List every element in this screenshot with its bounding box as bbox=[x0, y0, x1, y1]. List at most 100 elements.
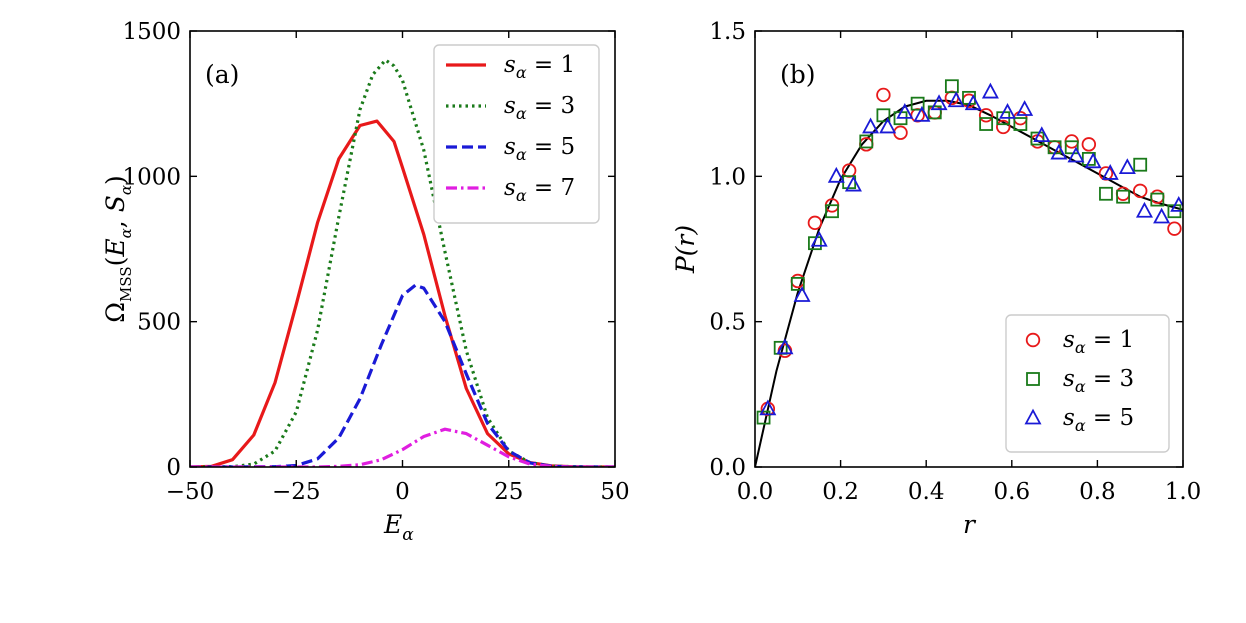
data-point-s5 bbox=[1084, 152, 1102, 169]
data-point-s1 bbox=[777, 343, 793, 358]
data-point-s3 bbox=[790, 276, 805, 291]
data-point-s5 bbox=[964, 94, 982, 111]
panel-b-ytick-label: 1.5 bbox=[709, 19, 746, 45]
data-point-s5 bbox=[1153, 207, 1171, 224]
panel-a-ytick-label: 1000 bbox=[122, 164, 181, 190]
panel-a-xtick-label: 0 bbox=[395, 479, 410, 505]
data-point-s3 bbox=[825, 204, 839, 219]
panel-b: 0.0 0.2 0.4 0.6 0.8 1.0 0.0 0.5 1.0 1.5 (b) r P(r… bbox=[671, 19, 1201, 539]
data-point-s5 bbox=[913, 105, 931, 122]
data-point-s1 bbox=[1132, 183, 1148, 199]
data-point-s3 bbox=[1030, 131, 1045, 146]
data-point-s5 bbox=[793, 286, 811, 302]
series-line-s3 bbox=[190, 58, 615, 467]
data-point-s5 bbox=[810, 230, 828, 247]
panel-b-xtick-label: 1.0 bbox=[1165, 479, 1202, 505]
data-point-s3 bbox=[910, 96, 925, 111]
data-point-s1 bbox=[1167, 221, 1182, 236]
panel-a-xtick-label: 25 bbox=[494, 479, 523, 505]
panel-a-ylabel: ΩMSS(Eα, Sα) bbox=[101, 175, 135, 323]
data-point-s5 bbox=[879, 117, 897, 134]
data-point-s3 bbox=[1064, 140, 1079, 155]
series-line-s5 bbox=[190, 283, 615, 467]
panel-b-legend-box bbox=[1005, 314, 1170, 453]
data-point-s3 bbox=[1150, 192, 1165, 207]
data-point-s5 bbox=[776, 338, 794, 355]
data-point-s3 bbox=[876, 108, 891, 123]
panel-a-legend: sα = 1 sα = 3 sα = 5 sα = 7 bbox=[433, 44, 600, 224]
data-point-s5 bbox=[1101, 164, 1119, 180]
panel-a-xtick-label: 50 bbox=[600, 479, 629, 505]
data-point-s1 bbox=[978, 108, 994, 123]
data-point-s1 bbox=[1150, 189, 1165, 204]
panel-b-ytick-label: 0.5 bbox=[709, 310, 746, 336]
panel-b-xlabel: r bbox=[963, 510, 977, 539]
data-point-s1 bbox=[807, 215, 823, 231]
panel-b-xtick-label: 0.2 bbox=[822, 479, 859, 505]
panel-b-legend-label: sα = 5 bbox=[1063, 405, 1134, 435]
data-point-s3 bbox=[808, 236, 822, 251]
panel-a-legend-label: sα = 3 bbox=[504, 93, 575, 123]
panel-b-legend-label: sα = 1 bbox=[1063, 327, 1134, 357]
panel-b-plot-area bbox=[755, 79, 1183, 467]
panel-a-legend-label: sα = 5 bbox=[504, 134, 575, 164]
data-point-s5 bbox=[981, 82, 999, 99]
data-point-s3 bbox=[979, 117, 994, 131]
data-point-s3 bbox=[1099, 186, 1113, 201]
data-point-s5 bbox=[1033, 126, 1051, 143]
data-point-s5 bbox=[1135, 201, 1153, 218]
data-point-s1 bbox=[893, 125, 908, 140]
data-point-s1 bbox=[927, 105, 942, 120]
panel-a-legend-label: sα = 7 bbox=[504, 175, 575, 205]
data-point-s3 bbox=[1116, 189, 1130, 204]
panel-b-frame bbox=[754, 30, 1184, 468]
data-point-s1 bbox=[1081, 137, 1097, 152]
panel-a-ytick-label: 0 bbox=[166, 455, 181, 481]
panel-b-xtick-label: 0.6 bbox=[994, 479, 1031, 505]
panel-a-legend-label: sα = 1 bbox=[504, 52, 575, 82]
panel-b-xtick-label: 0.8 bbox=[1079, 479, 1116, 505]
data-point-s3 bbox=[944, 79, 959, 94]
panel-a-xtick-label: −50 bbox=[166, 479, 215, 505]
data-point-s5 bbox=[1016, 100, 1034, 116]
panel-b-legend: sα = 1 sα = 3 sα = 5 bbox=[1005, 314, 1170, 453]
panel-b-ytick-label: 0.0 bbox=[709, 455, 746, 481]
data-point-s5 bbox=[844, 175, 862, 192]
legend-marker-s3 bbox=[1026, 372, 1040, 386]
data-point-s3 bbox=[927, 105, 942, 120]
panel-b-ylabel-text: P(r) bbox=[671, 225, 700, 274]
panel-a-label: (a) bbox=[205, 60, 239, 89]
data-point-s1 bbox=[876, 87, 891, 103]
panel-a-ytick-label: 1500 bbox=[122, 19, 181, 45]
panel-a-ylabel-text: ΩMSS(Eα, Sα) bbox=[101, 175, 135, 323]
data-point-s5 bbox=[827, 166, 845, 183]
data-point-s5 bbox=[896, 102, 914, 119]
panel-b-label: (b) bbox=[780, 60, 816, 89]
panel-b-xtick-label: 0.4 bbox=[908, 479, 945, 505]
data-point-s5 bbox=[930, 94, 948, 111]
data-point-s5 bbox=[1050, 143, 1068, 160]
panel-b-legend-label: sα = 3 bbox=[1063, 366, 1134, 396]
panel-a-xlabel-sub: α bbox=[402, 525, 414, 545]
panel-a-xtick-label: −25 bbox=[272, 479, 321, 505]
panel-b-ticks: 0.0 0.2 0.4 0.6 0.8 1.0 0.0 0.5 1.0 1.5 bbox=[709, 19, 1201, 505]
data-point-s3 bbox=[1013, 117, 1028, 131]
legend-marker-s5 bbox=[1024, 408, 1042, 425]
data-point-s5 bbox=[999, 102, 1017, 119]
panel-a-legend-box bbox=[433, 44, 600, 224]
data-point-s1 bbox=[996, 119, 1011, 135]
panel-a-xlabel: Eα bbox=[383, 510, 414, 545]
data-point-s3 bbox=[1133, 157, 1148, 172]
panel-a-ytick-label: 500 bbox=[137, 310, 181, 336]
legend-marker-s1 bbox=[1025, 332, 1041, 348]
data-point-s5 bbox=[1067, 146, 1085, 163]
data-point-s5 bbox=[759, 399, 777, 416]
data-point-s5 bbox=[1118, 158, 1136, 175]
panel-b-ylabel: P(r) bbox=[671, 225, 700, 274]
data-point-s3 bbox=[756, 410, 771, 425]
data-point-s1 bbox=[1115, 186, 1131, 201]
panel-b-xtick-label: 0.0 bbox=[737, 479, 774, 505]
